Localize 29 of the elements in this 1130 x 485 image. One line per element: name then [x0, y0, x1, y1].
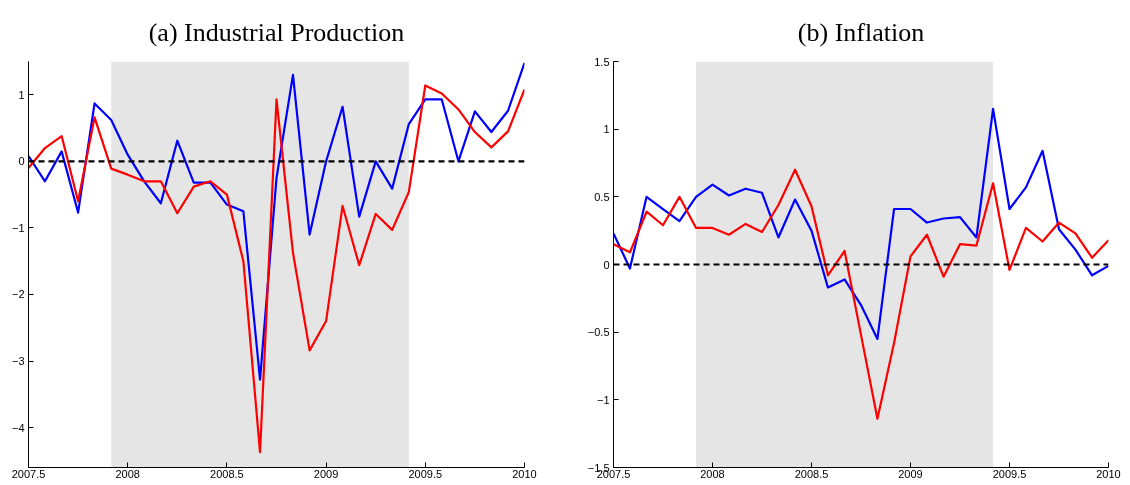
y-tick-label: 1.5: [594, 55, 610, 68]
line-series: [28, 61, 525, 381]
chart-title: (a) Industrial Production: [148, 17, 405, 47]
x-tick-label: 2008.5: [210, 467, 244, 480]
y-tick-label: −1: [596, 393, 610, 406]
x-tick-label: 2009: [313, 467, 339, 480]
x-tick-label: 2010: [1096, 467, 1121, 480]
x-tick-label: 2009.5: [408, 467, 443, 480]
y-tick-label: 0.5: [594, 190, 610, 203]
x-tick-label: 2008: [115, 467, 140, 480]
x-tick-label: 2008.5: [794, 467, 829, 480]
x-tick-label: 2008: [700, 467, 725, 480]
y-tick-label: 0: [18, 155, 25, 168]
line-series: [613, 168, 1109, 420]
x-tick-label: 2007.5: [11, 467, 46, 480]
chart-title: (b) Inflation: [797, 17, 925, 47]
y-tick-label: −4: [11, 421, 25, 434]
x-tick-label: 2009: [898, 467, 923, 480]
x-tick-label: 2009.5: [992, 467, 1027, 480]
y-tick-label: −1: [11, 221, 25, 234]
y-tick-label: 1: [603, 123, 610, 136]
y-tick-label: −2: [11, 288, 25, 301]
line-series: [613, 107, 1109, 341]
y-tick-label: 1: [18, 88, 25, 101]
x-tick-label: 2010: [512, 467, 537, 480]
y-tick-label: 0: [603, 258, 610, 271]
y-tick-label: −3: [11, 355, 25, 368]
y-tick-label: −0.5: [587, 326, 610, 339]
line-series: [28, 84, 525, 454]
